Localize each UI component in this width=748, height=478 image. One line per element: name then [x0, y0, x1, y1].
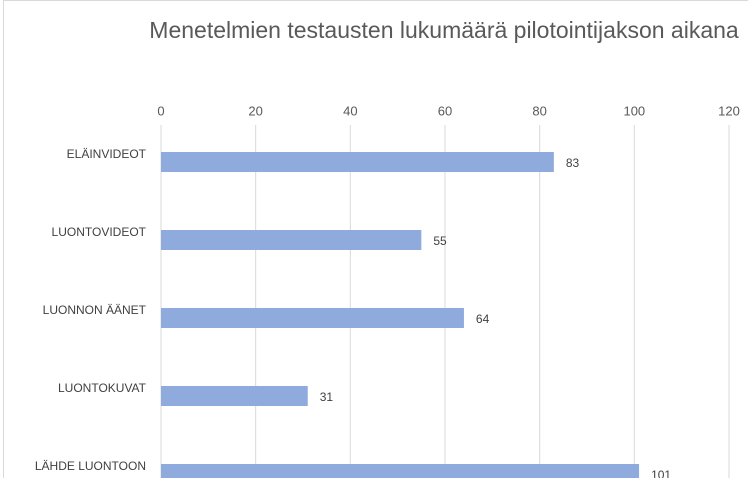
y-tick-label: LÄHDE LUONTOON — [35, 459, 146, 473]
chart-title: Menetelmien testausten lukumäärä pilotoi… — [149, 17, 739, 43]
x-tick-label: 20 — [248, 103, 262, 118]
data-label: 64 — [476, 312, 490, 326]
bar — [161, 230, 422, 250]
data-label: 31 — [320, 390, 334, 404]
x-tick-label: 0 — [157, 103, 164, 118]
bar — [161, 386, 308, 406]
x-tick-label: 40 — [343, 103, 357, 118]
bar — [161, 464, 640, 478]
y-tick-label: LUONTOKUVAT — [58, 381, 147, 395]
y-tick-label: LUONTOVIDEOT — [52, 225, 147, 239]
bar — [161, 308, 464, 328]
data-label: 83 — [566, 156, 580, 170]
y-tick-label: LUONNON ÄÄNET — [43, 303, 147, 317]
data-label: 55 — [433, 234, 447, 248]
data-label: 101 — [651, 468, 671, 478]
x-tick-label: 120 — [718, 103, 740, 118]
bar — [161, 152, 554, 172]
y-tick-label: ELÄINVIDEOT — [67, 147, 147, 161]
x-tick-label: 60 — [438, 103, 452, 118]
x-tick-label: 100 — [623, 103, 645, 118]
chart-border — [3, 0, 748, 478]
x-tick-label: 80 — [532, 103, 546, 118]
